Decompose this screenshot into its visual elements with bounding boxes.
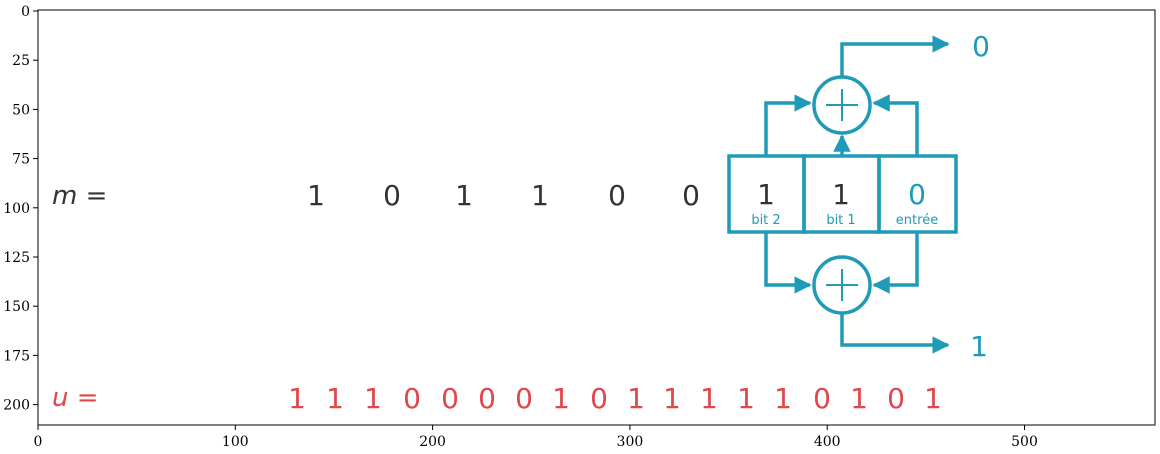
y-tick-label: 0: [21, 4, 30, 20]
encoder-diagram: 1 1 0 bit 2 bit 1 entrée 0 1: [727, 30, 990, 363]
u-bit: 1: [850, 382, 868, 415]
x-tick-label: 0: [34, 434, 43, 450]
u-bit: 0: [590, 382, 608, 415]
x-tick-label: 200: [419, 434, 446, 450]
x-tick-label: 500: [1011, 434, 1038, 450]
register-bit1-value: 1: [832, 178, 850, 211]
m-bit: 0: [608, 179, 626, 212]
register-input-caption: entrée: [896, 213, 938, 228]
m-bit: 1: [307, 179, 325, 212]
y-tick-label: 125: [3, 250, 30, 266]
x-tick-label: 400: [814, 434, 841, 450]
u-bit: 1: [552, 382, 570, 415]
u-bit: 1: [924, 382, 942, 415]
u-bit: 0: [478, 382, 496, 415]
x-tick-label: 300: [617, 434, 644, 450]
u-bit: 1: [364, 382, 382, 415]
u-bit: 0: [515, 382, 533, 415]
u-bit: 1: [627, 382, 645, 415]
wire-bit2-to-top: [764, 94, 812, 156]
bottom-output-value: 1: [970, 330, 988, 363]
y-tick-label: 150: [3, 299, 30, 315]
y-axis-ticks: 0 25 50 75 100 125 150 175 200: [3, 4, 38, 414]
y-tick-label: 75: [12, 152, 30, 168]
register-bit2-value: 1: [757, 178, 775, 211]
register-bit2-caption: bit 2: [751, 213, 780, 228]
top-output-value: 0: [972, 30, 990, 63]
u-label: u =: [52, 383, 99, 413]
u-bit: 1: [663, 382, 681, 415]
u-bit: 0: [403, 382, 421, 415]
plot-frame: [37, 9, 1156, 426]
register-input-value: 0: [908, 178, 926, 211]
u-bit: 1: [737, 382, 755, 415]
m-bit: 1: [531, 179, 549, 212]
m-bit: 0: [383, 179, 401, 212]
u-bit: 1: [700, 382, 718, 415]
y-tick-label: 100: [3, 201, 30, 217]
x-tick-label: 100: [222, 434, 249, 450]
register-bit1-caption: bit 1: [826, 213, 855, 228]
x-axis-ticks: 0 100 200 300 400 500: [34, 425, 1038, 450]
m-bits-row: 1 0 1 1 0 0: [307, 179, 700, 212]
y-tick-label: 200: [3, 398, 30, 414]
wire-input-to-top: [872, 94, 919, 156]
u-bit: 1: [288, 382, 306, 415]
y-tick-label: 25: [12, 53, 30, 69]
y-tick-label: 175: [3, 348, 30, 364]
wire-top-output: [840, 35, 950, 77]
u-bit: 0: [813, 382, 831, 415]
m-bit: 1: [455, 179, 473, 212]
u-bit: 0: [441, 382, 459, 415]
wire-bit2-to-bottom: [764, 232, 812, 294]
u-bit: 0: [887, 382, 905, 415]
wire-input-to-bottom: [872, 232, 919, 294]
m-bit: 0: [682, 179, 700, 212]
y-tick-label: 50: [12, 102, 30, 118]
wire-bottom-output: [840, 313, 950, 354]
u-bit: 1: [326, 382, 344, 415]
u-bit: 1: [774, 382, 792, 415]
m-label: m =: [52, 181, 107, 211]
